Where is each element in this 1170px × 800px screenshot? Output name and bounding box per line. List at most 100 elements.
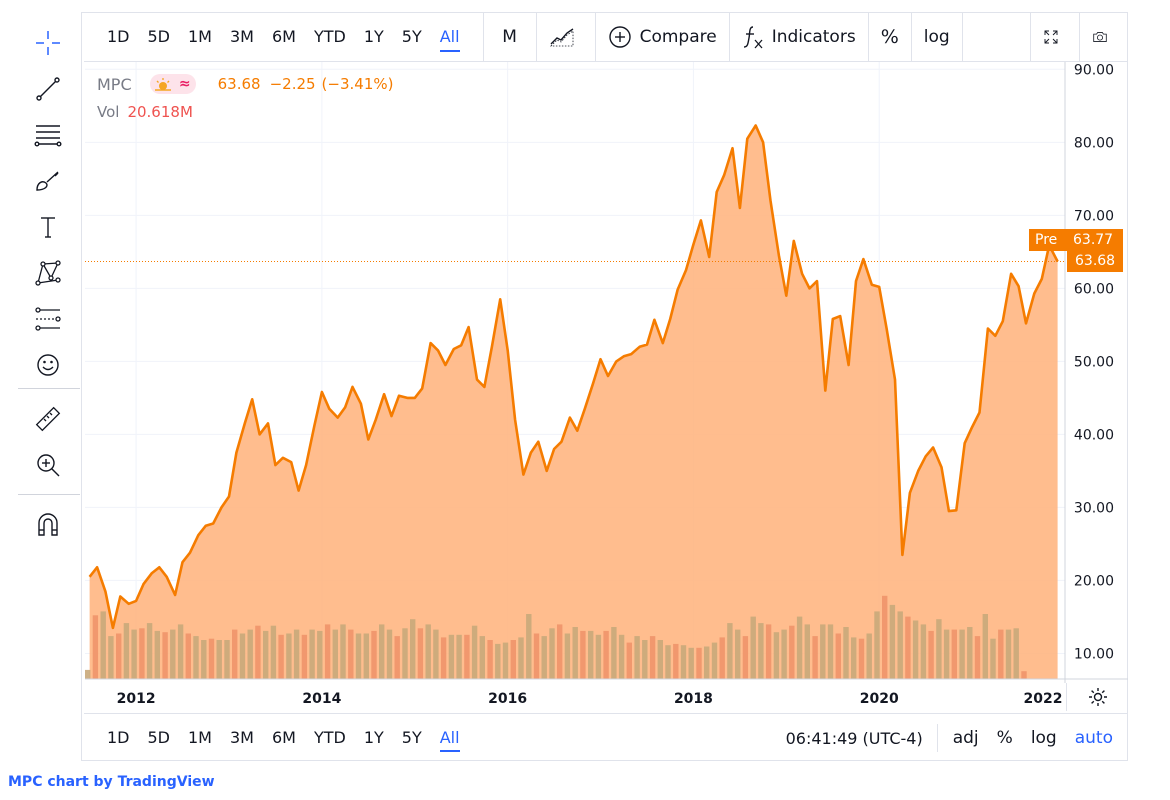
chart-style-button[interactable] [537, 12, 595, 62]
volume-bar [796, 616, 803, 679]
timeframe-1m[interactable]: 1M [188, 26, 212, 46]
toolbar-divider [961, 11, 963, 62]
volume-bar [626, 642, 632, 679]
magnet-icon[interactable] [31, 508, 65, 542]
volume-bar [649, 636, 656, 679]
timeframe-3m[interactable]: 3M [229, 26, 254, 46]
pattern-icon[interactable] [31, 256, 65, 290]
volume-bar [603, 630, 609, 679]
bottom-timeframe-1y[interactable]: 1Y [363, 727, 384, 747]
volume-bar [100, 611, 106, 679]
fullscreen-icon[interactable] [1031, 12, 1079, 62]
volume-bar [588, 630, 594, 679]
premarket-value: 63.77 [1073, 232, 1114, 248]
text-icon[interactable] [31, 210, 65, 244]
camera-icon[interactable] [1080, 12, 1128, 62]
fib-retracement-icon[interactable] [31, 118, 65, 152]
volume-bar [139, 628, 145, 679]
volume-bar [998, 629, 1004, 679]
zoom-in-icon[interactable] [31, 448, 65, 482]
auto-button[interactable]: auto [1074, 728, 1113, 748]
volume-bar [804, 624, 810, 679]
bottom-timeframe-1d[interactable]: 1D [107, 727, 130, 747]
emoji-icon[interactable] [31, 348, 65, 382]
indicators-button[interactable]: Indicators [730, 12, 868, 62]
volume-bar [835, 633, 841, 679]
bottom-timeframe-3m[interactable]: 3M [229, 727, 254, 747]
volume-bar [208, 638, 215, 679]
volume-bar [711, 642, 718, 679]
x-tick-label: 2014 [302, 691, 341, 707]
brush-icon[interactable] [31, 164, 65, 198]
x-tick-label: 2022 [1024, 691, 1063, 707]
percent-scale-button[interactable]: % [880, 25, 899, 48]
toolbar-divider [18, 388, 80, 389]
ruler-icon[interactable] [31, 402, 65, 436]
clock[interactable]: 06:41:49 (UTC-4) [785, 728, 923, 748]
trend-line-icon[interactable] [31, 72, 65, 106]
toolbar-divider [482, 11, 484, 62]
log-scale-button[interactable]: log [923, 26, 950, 47]
volume-bar [348, 629, 354, 679]
volume-bar [974, 636, 981, 679]
volume-bar [224, 640, 230, 679]
settings-gear-icon[interactable] [1066, 683, 1128, 711]
volume-bar [410, 619, 416, 679]
area-chart-icon [549, 27, 573, 46]
percent-button[interactable]: % [996, 728, 1013, 748]
volume-bar [464, 634, 470, 679]
time-axis[interactable]: 2012 2014 2016 2018 2020 2022 [85, 683, 1065, 713]
bottom-timeframe-all[interactable]: All [431, 714, 469, 762]
volume-bar [912, 620, 919, 679]
volume-bar [618, 634, 625, 679]
timeframe-all[interactable]: All [431, 12, 469, 62]
price-chart[interactable]: 10.00 20.00 30.00 40.00 50.00 60.00 70.00 80.00… [85, 62, 1128, 683]
x-tick-label: 2016 [488, 691, 527, 707]
timeframe-ytd[interactable]: YTD [313, 26, 346, 46]
volume-bar [557, 624, 563, 679]
volume-bar [1013, 628, 1019, 679]
timeframe-5y[interactable]: 5Y [401, 26, 422, 46]
volume-bar [742, 636, 749, 679]
timeframe-1d[interactable]: 1D [107, 26, 130, 46]
prediction-icon[interactable] [31, 302, 65, 336]
volume-bar [263, 630, 269, 679]
premarket-price-tag: Pre 63.77 [1029, 229, 1123, 251]
y-tick-label: 70.00 [1074, 208, 1114, 224]
log-button[interactable]: log [1030, 728, 1057, 748]
symbol-name: MPC [97, 74, 132, 94]
volume-bar [85, 669, 91, 679]
volume-label: Vol [97, 103, 120, 121]
crosshair-icon[interactable] [31, 26, 65, 60]
interval-button[interactable]: M [502, 26, 517, 47]
volume-bar [340, 624, 346, 679]
volume-bar [286, 633, 292, 679]
session-badge[interactable]: ≈ [149, 74, 196, 94]
volume-bar [680, 645, 687, 679]
timeframe-6m[interactable]: 6M [271, 26, 296, 46]
adjust-button[interactable]: adj [952, 728, 979, 748]
volume-bar [471, 625, 478, 679]
volume-bar [812, 636, 818, 679]
volume-bar [990, 638, 996, 679]
bottom-timeframe-5d[interactable]: 5D [147, 727, 171, 747]
volume-bar [324, 624, 331, 679]
bottom-timeframe-ytd[interactable]: YTD [313, 727, 346, 747]
attribution-link[interactable]: MPC chart by TradingView [8, 774, 215, 790]
volume-bar [278, 634, 284, 679]
volume-bar [951, 629, 957, 679]
timeframe-1y[interactable]: 1Y [363, 26, 384, 46]
volume-bar [448, 634, 455, 679]
volume-bar [928, 630, 934, 679]
volume-bar [982, 614, 988, 679]
bottom-timeframe-1m[interactable]: 1M [188, 727, 212, 747]
volume-bar [216, 640, 222, 679]
volume-bar [270, 625, 277, 679]
compare-button[interactable]: Compare [596, 12, 729, 62]
volume-bar [502, 642, 509, 679]
volume-bar [959, 629, 965, 679]
volume-bar [688, 647, 694, 679]
bottom-timeframe-5y[interactable]: 5Y [401, 727, 422, 747]
timeframe-5d[interactable]: 5D [147, 26, 171, 46]
bottom-timeframe-6m[interactable]: 6M [271, 727, 296, 747]
